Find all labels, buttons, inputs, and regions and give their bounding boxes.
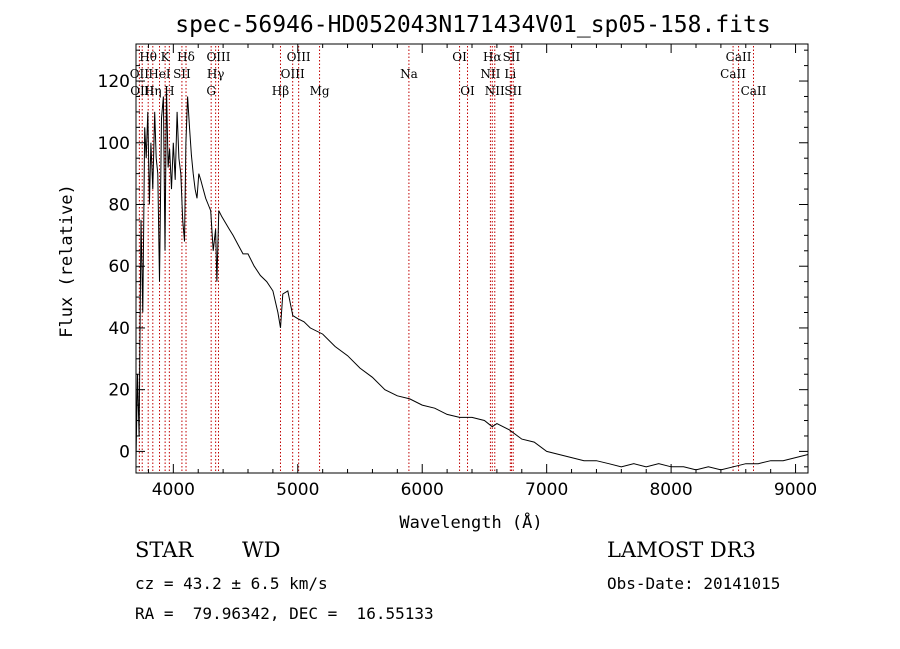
flux-series-line <box>135 87 809 471</box>
y-axis-ticks: 0 20 40 60 80 100 120 <box>98 49 808 468</box>
object-class: STAR <box>135 538 194 562</box>
redshift-velocity: cz = 43.2 ± 6.5 km/s <box>135 574 328 593</box>
y-tick-label: 60 <box>108 257 130 277</box>
spectral-line-label: K <box>161 50 171 64</box>
spectral-line-label: Mg <box>310 84 330 98</box>
spectral-line-label: NII <box>485 84 505 98</box>
coordinates: RA = 79.96342, DEC = 16.55133 <box>135 604 434 623</box>
object-subclass: WD <box>242 538 281 562</box>
spectral-line-label: OI <box>460 84 475 98</box>
x-tick-label: 5000 <box>276 480 319 500</box>
spectral-line-markers <box>138 46 754 473</box>
x-tick-label: 6000 <box>401 480 444 500</box>
spectral-line-label: Hθ <box>139 50 157 64</box>
spectral-line-label: OI <box>452 50 467 64</box>
plot-frame <box>135 43 809 474</box>
spectral-line-label: Hδ <box>177 50 195 64</box>
survey-name: LAMOST DR3 <box>607 538 756 562</box>
spectral-line-label: Na <box>400 67 418 81</box>
observation-date: Obs-Date: 20141015 <box>607 574 781 593</box>
spectral-line-label: SII <box>504 84 522 98</box>
spectral-line-label: Hη <box>144 84 162 98</box>
x-axis-ticks: 4000 5000 6000 7000 8000 9000 <box>147 44 817 500</box>
spectral-line-label: CaII <box>741 84 767 98</box>
spectral-line-label: Hγ <box>207 67 225 81</box>
spectral-line-label: Hβ <box>272 84 289 98</box>
x-tick-label: 4000 <box>152 480 195 500</box>
y-tick-label: 0 <box>119 442 130 462</box>
spectral-line-label: NII <box>480 67 500 81</box>
y-tick-label: 100 <box>98 134 130 154</box>
spectral-line-label: CaII <box>726 50 752 64</box>
x-axis-label: Wavelength (Å) <box>399 511 542 533</box>
x-tick-label: 8000 <box>649 480 692 500</box>
y-tick-label: 80 <box>108 195 130 215</box>
spectral-line-label: Li <box>504 67 516 81</box>
y-tick-label: 120 <box>98 72 130 92</box>
chart-title: spec-56946-HD052043N171434V01_sp05-158.f… <box>175 12 770 38</box>
spectral-line-label: OIII <box>206 50 230 64</box>
spectral-line-label: H <box>164 84 174 98</box>
spectral-line-label: SII <box>173 67 191 81</box>
y-axis-label: Flux (relative) <box>57 184 77 338</box>
x-tick-label: 9000 <box>774 480 817 500</box>
spectral-line-label: SII <box>503 50 521 64</box>
spectral-line-label: OII <box>130 67 150 81</box>
x-tick-label: 7000 <box>525 480 568 500</box>
spectral-line-label: OIII <box>287 50 311 64</box>
spectral-line-label: G <box>206 84 216 98</box>
spectral-line-label: Hα <box>483 50 502 64</box>
y-tick-label: 20 <box>108 381 130 401</box>
spectral-line-label: OIII <box>281 67 305 81</box>
spectral-line-label: CaII <box>720 67 746 81</box>
spectral-line-label: HeI <box>148 67 171 81</box>
y-tick-label: 40 <box>108 319 130 339</box>
